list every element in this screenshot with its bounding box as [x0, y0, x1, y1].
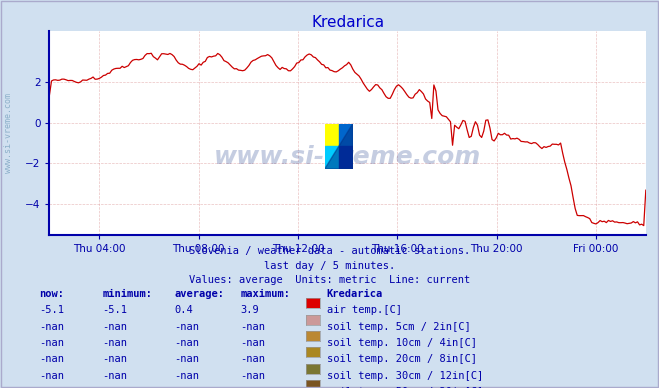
Text: now:: now:: [40, 289, 65, 299]
Text: -nan: -nan: [175, 371, 200, 381]
Text: air temp.[C]: air temp.[C]: [327, 305, 402, 315]
Text: -nan: -nan: [40, 322, 65, 332]
Text: -nan: -nan: [175, 338, 200, 348]
Text: Values: average  Units: metric  Line: current: Values: average Units: metric Line: curr…: [189, 275, 470, 285]
Text: -nan: -nan: [241, 387, 266, 388]
Bar: [339, 146, 353, 169]
Text: soil temp. 50cm / 20in[C]: soil temp. 50cm / 20in[C]: [327, 387, 483, 388]
Polygon shape: [325, 124, 353, 169]
Bar: [325, 124, 339, 146]
Text: -nan: -nan: [102, 387, 127, 388]
Text: -nan: -nan: [241, 371, 266, 381]
Text: -nan: -nan: [241, 354, 266, 364]
Text: -nan: -nan: [175, 354, 200, 364]
Text: soil temp. 20cm / 8in[C]: soil temp. 20cm / 8in[C]: [327, 354, 477, 364]
Text: -nan: -nan: [40, 387, 65, 388]
Text: minimum:: minimum:: [102, 289, 152, 299]
Text: -nan: -nan: [102, 371, 127, 381]
Bar: [339, 124, 353, 146]
Text: average:: average:: [175, 289, 225, 299]
Text: maximum:: maximum:: [241, 289, 291, 299]
Text: last day / 5 minutes.: last day / 5 minutes.: [264, 261, 395, 271]
Text: -nan: -nan: [102, 322, 127, 332]
Text: -nan: -nan: [40, 354, 65, 364]
Text: Slovenia / weather data - automatic stations.: Slovenia / weather data - automatic stat…: [189, 246, 470, 256]
Text: -nan: -nan: [241, 322, 266, 332]
Text: -nan: -nan: [241, 338, 266, 348]
Text: www.si-vreme.com: www.si-vreme.com: [214, 146, 481, 169]
Text: -5.1: -5.1: [40, 305, 65, 315]
Text: -nan: -nan: [102, 354, 127, 364]
Text: Kredarica: Kredarica: [327, 289, 383, 299]
Text: -nan: -nan: [40, 371, 65, 381]
Text: -nan: -nan: [102, 338, 127, 348]
Text: -nan: -nan: [40, 338, 65, 348]
Bar: [325, 146, 339, 169]
Text: soil temp. 10cm / 4in[C]: soil temp. 10cm / 4in[C]: [327, 338, 477, 348]
Text: www.si-vreme.com: www.si-vreme.com: [4, 93, 13, 173]
Text: -nan: -nan: [175, 322, 200, 332]
Text: -nan: -nan: [175, 387, 200, 388]
Text: soil temp. 5cm / 2in[C]: soil temp. 5cm / 2in[C]: [327, 322, 471, 332]
Title: Kredarica: Kredarica: [311, 15, 384, 30]
Text: 0.4: 0.4: [175, 305, 193, 315]
Text: 3.9: 3.9: [241, 305, 259, 315]
Text: soil temp. 30cm / 12in[C]: soil temp. 30cm / 12in[C]: [327, 371, 483, 381]
Text: -5.1: -5.1: [102, 305, 127, 315]
